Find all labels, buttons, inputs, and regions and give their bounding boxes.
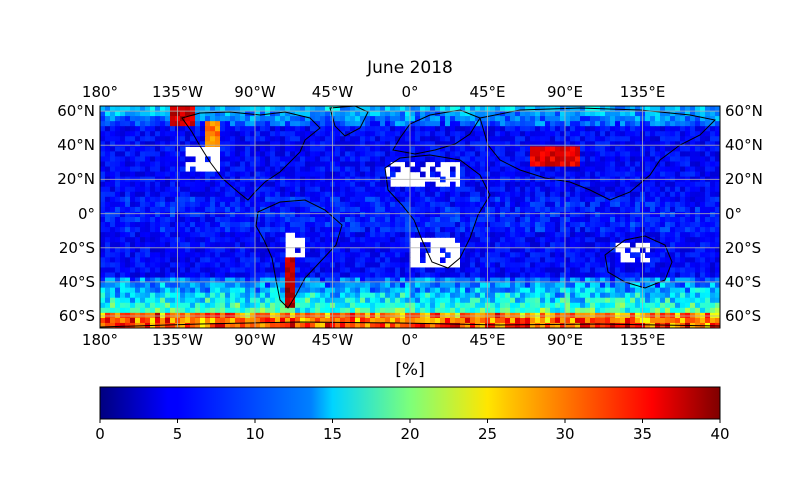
colorbar-tick-label: 35 xyxy=(632,425,653,443)
x-tick-top: 90°E xyxy=(546,83,584,101)
colorbar-tick-label: 25 xyxy=(477,425,498,443)
x-tick-top: 135°W xyxy=(152,83,203,101)
x-tick-top: 45°W xyxy=(311,83,354,101)
coastlines xyxy=(100,106,720,328)
coastline-north-america xyxy=(181,111,321,201)
coastline-antarctica xyxy=(100,321,720,328)
colorbar-tick-label: 20 xyxy=(400,425,420,443)
graticule xyxy=(100,106,720,328)
coastline-asia xyxy=(479,107,717,201)
colorbar-tick-label: 30 xyxy=(555,425,575,443)
colorbar-label: [%] xyxy=(395,360,425,380)
y-tick-right: 0° xyxy=(725,204,743,223)
x-tick-top: 135°E xyxy=(619,83,666,101)
x-tick-bottom: 90°W xyxy=(234,331,276,349)
y-tick-left: 60°S xyxy=(58,307,95,326)
colorbar-tick-label: 5 xyxy=(172,425,183,443)
colorbar-tick-label: 15 xyxy=(322,425,343,443)
y-tick-left: 0° xyxy=(77,204,95,223)
y-tick-left: 40°S xyxy=(58,272,95,291)
y-tick-left: 20°S xyxy=(58,238,95,257)
y-tick-right: 20°S xyxy=(725,238,762,257)
coastline-south-america xyxy=(255,199,343,309)
y-tick-right: 60°N xyxy=(725,102,763,121)
x-tick-top: 90°W xyxy=(234,83,276,101)
colorbar-ticks xyxy=(99,419,721,423)
x-tick-bottom: 0° xyxy=(401,331,419,349)
coastline-australia xyxy=(604,235,673,289)
x-tick-top: 45°E xyxy=(469,83,506,101)
colorbar-tick-label: 40 xyxy=(710,425,730,443)
colorbar-tick-label: 10 xyxy=(245,425,265,443)
x-tick-top: 180° xyxy=(81,83,119,101)
y-tick-left: 40°N xyxy=(57,136,95,155)
x-tick-bottom: 90°E xyxy=(546,331,584,349)
y-tick-right: 60°S xyxy=(725,307,762,326)
y-tick-left: 60°N xyxy=(57,102,95,121)
map-frame xyxy=(99,105,721,329)
x-tick-bottom: 45°E xyxy=(469,331,506,349)
coastline-greenland xyxy=(329,106,369,137)
y-tick-right: 20°N xyxy=(725,170,763,189)
y-tick-left: 20°N xyxy=(57,170,95,189)
x-tick-bottom: 180° xyxy=(81,331,119,349)
y-tick-right: 40°S xyxy=(725,272,762,291)
x-tick-bottom: 45°W xyxy=(311,331,354,349)
y-tick-right: 40°N xyxy=(725,136,763,155)
x-tick-bottom: 135°E xyxy=(619,331,666,349)
colorbar xyxy=(99,386,721,420)
colorbar-tick-label: 0 xyxy=(95,425,105,443)
x-tick-top: 0° xyxy=(401,83,419,101)
map-title: June 2018 xyxy=(367,58,453,78)
x-tick-bottom: 135°W xyxy=(152,331,203,349)
